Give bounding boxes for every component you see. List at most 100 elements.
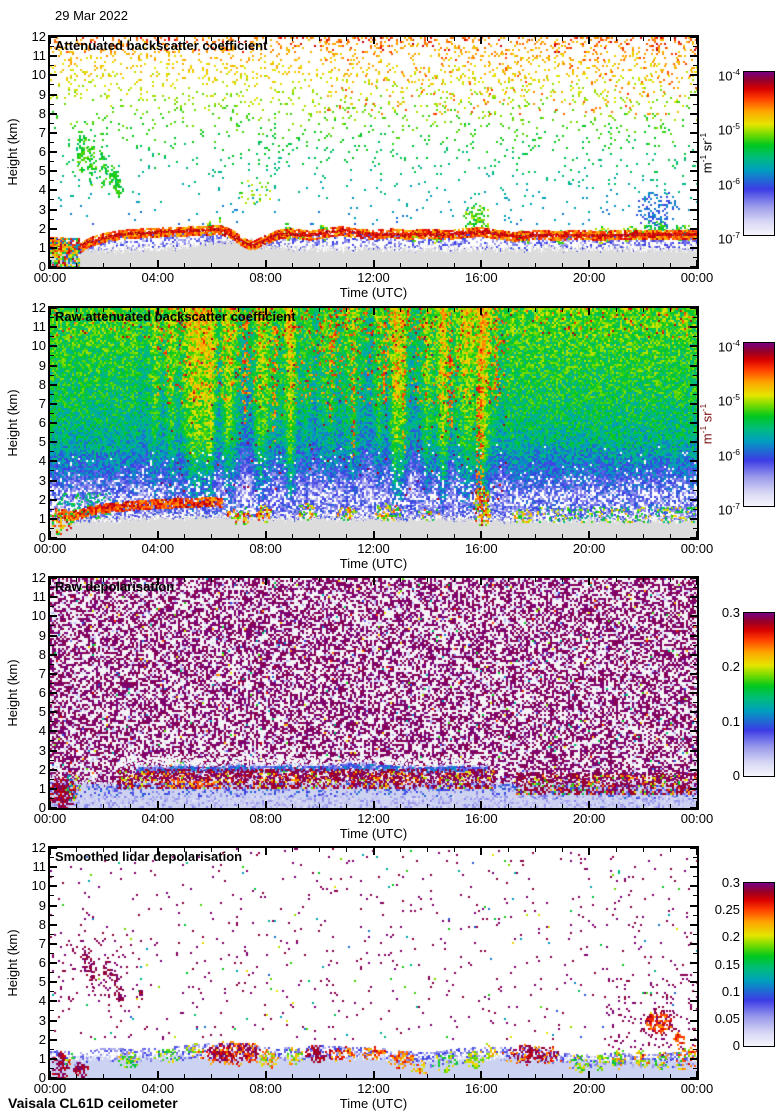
x-tick-minor (130, 308, 132, 312)
plot-area: Raw attenuated backscatter coefficient (48, 306, 699, 540)
x-tick-minor (642, 37, 644, 41)
colorbar-tick-label: 0.1 (721, 983, 740, 999)
y-tick-label: 8 (38, 105, 46, 121)
x-tick-minor (238, 1074, 240, 1078)
x-tick-minor (399, 263, 401, 267)
x-tick-minor (561, 804, 563, 808)
x-tick-major (480, 578, 483, 585)
y-tick-major (690, 208, 697, 211)
y-tick-major (690, 345, 697, 348)
colorbar-canvas (744, 613, 774, 776)
colorbar-tick-label: 10-7 (717, 501, 740, 518)
x-tick-minor (507, 308, 509, 312)
x-tick-major (156, 260, 159, 267)
y-tick-minor (50, 1010, 54, 1012)
y-tick-major (50, 55, 57, 58)
colorbar-tick-label: 0 (732, 768, 740, 783)
colorbar-tick-label: 10-6 (717, 446, 740, 463)
x-tick-major (696, 1071, 698, 1078)
heatmap-canvas (50, 308, 697, 538)
y-tick-minor (50, 393, 54, 395)
y-tick-label: 7 (38, 395, 46, 411)
y-tick-major (50, 768, 57, 771)
x-tick-minor (238, 534, 240, 538)
y-tick-label: 9 (38, 357, 46, 373)
y-tick-major (690, 885, 697, 888)
x-tick-minor (534, 804, 536, 808)
y-tick-minor (50, 46, 54, 48)
colorbar (743, 882, 775, 1047)
x-tick-minor (561, 578, 563, 582)
y-tick-major (690, 692, 697, 694)
x-tick-minor (130, 804, 132, 808)
y-tick-major (50, 266, 57, 268)
x-tick-minor (507, 578, 509, 582)
y-tick-minor (693, 451, 697, 453)
y-tick-label: 2 (38, 220, 46, 236)
colorbar-unit-label: m-1 sr-1 (698, 132, 715, 174)
y-tick-minor (50, 606, 54, 608)
x-tick-major (372, 37, 375, 44)
y-tick-minor (693, 180, 697, 182)
colorbar-tick-label: 0.3 (721, 605, 740, 620)
x-tick-minor (238, 308, 240, 312)
y-tick-minor (50, 84, 54, 86)
y-tick-minor (693, 355, 697, 357)
x-tick-minor (292, 804, 294, 808)
x-tick-minor (319, 263, 321, 267)
x-tick-label: 04:00 (141, 1081, 175, 1096)
x-tick-label: 16:00 (465, 1081, 498, 1096)
y-tick-major (50, 923, 57, 926)
colorbar-tick-label: 0.15 (714, 956, 740, 972)
y-tick-minor (693, 625, 697, 627)
y-tick-minor (50, 587, 54, 589)
y-tick-major (690, 170, 697, 173)
x-tick-minor (561, 308, 563, 312)
y-tick-label: 10 (31, 878, 46, 894)
x-tick-label: 08:00 (249, 541, 282, 556)
x-tick-major (156, 848, 159, 855)
x-tick-minor (292, 534, 294, 538)
y-tick-minor (50, 778, 54, 780)
x-tick-minor (103, 804, 105, 808)
x-tick-minor (76, 578, 78, 582)
x-tick-minor (76, 804, 78, 808)
x-tick-major (480, 801, 483, 808)
y-tick-label: 2 (38, 761, 46, 777)
y-tick-minor (693, 470, 697, 472)
x-tick-major (372, 578, 375, 585)
y-tick-minor (50, 161, 54, 163)
x-tick-major (264, 308, 267, 315)
x-tick-minor (615, 1074, 617, 1078)
y-tick-label: 12 (31, 29, 46, 44)
y-tick-major (690, 537, 697, 539)
x-tick-major (480, 37, 483, 44)
x-axis-label: Time (UTC) (339, 556, 408, 571)
y-tick-minor (693, 508, 697, 510)
x-tick-minor (211, 308, 213, 312)
y-tick-label: 6 (38, 955, 46, 970)
y-tick-minor (50, 508, 54, 510)
y-tick-minor (693, 606, 697, 608)
x-tick-minor (534, 578, 536, 582)
y-tick-major (690, 517, 697, 520)
panel-smoothed-lidar-depolarisation: Height (km) Smoothed lidar depolarisatio… (0, 840, 780, 1118)
x-tick-label: 12:00 (357, 270, 390, 285)
y-tick-major (50, 93, 57, 96)
y-tick-major (50, 962, 57, 964)
y-tick-major (690, 577, 697, 579)
x-tick-minor (561, 263, 563, 267)
y-tick-major (50, 749, 57, 752)
x-tick-major (480, 848, 483, 855)
colorbar (743, 342, 775, 507)
y-tick-minor (693, 141, 697, 143)
y-tick-minor (693, 122, 697, 124)
y-tick-major (690, 749, 697, 752)
x-tick-minor (399, 1074, 401, 1078)
y-tick-label: 0 (38, 259, 46, 274)
y-tick-minor (50, 412, 54, 414)
x-tick-minor (130, 263, 132, 267)
y-tick-minor (50, 256, 54, 258)
y-tick-minor (693, 374, 697, 376)
y-tick-minor (50, 237, 54, 239)
